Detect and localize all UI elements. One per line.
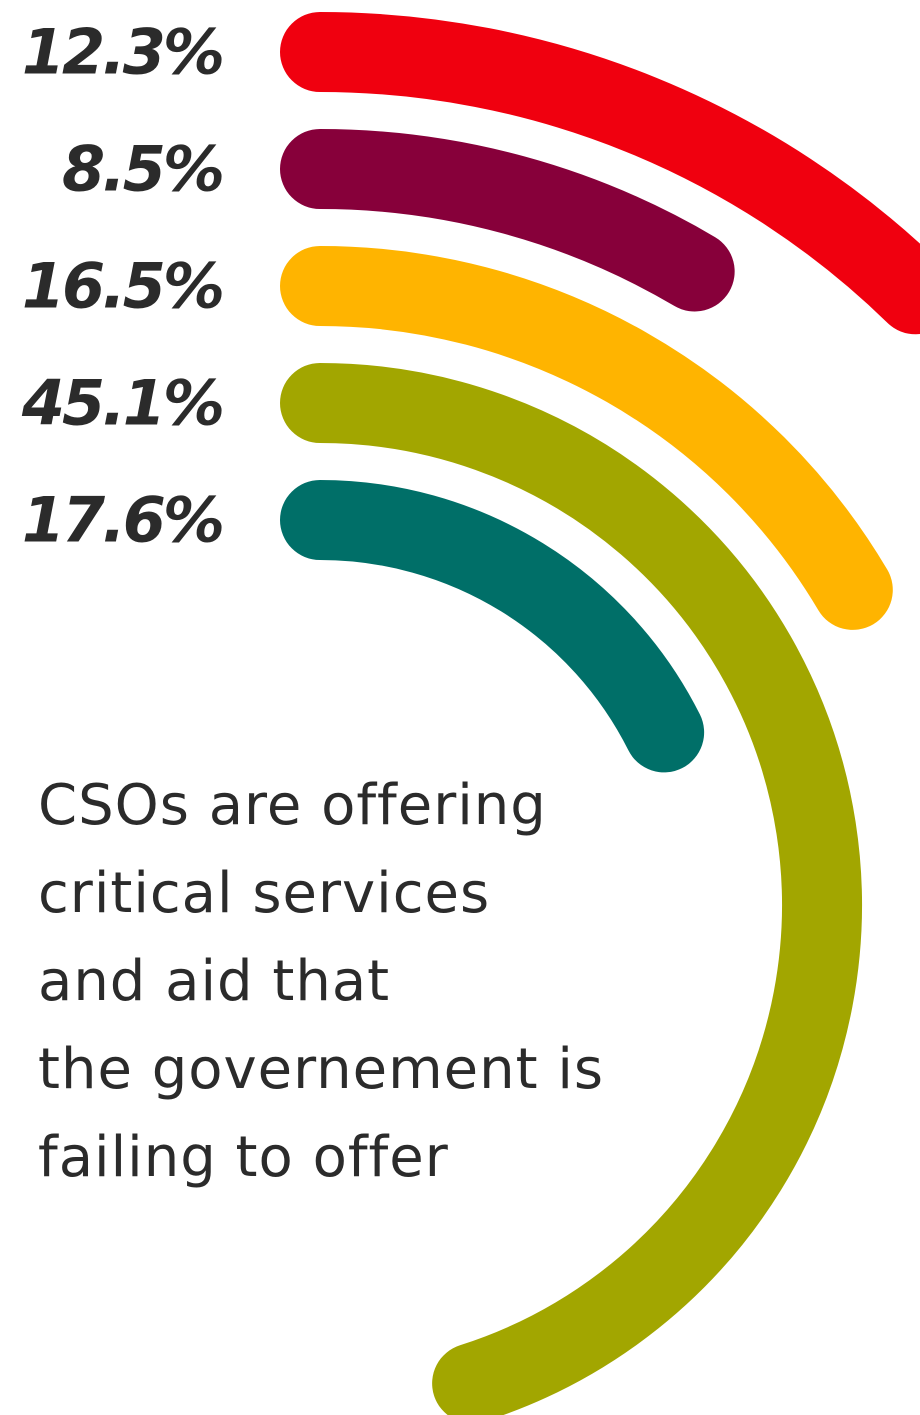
arc-bar	[280, 363, 862, 1415]
caption-line: critical services	[38, 861, 491, 926]
value-label: 17.6%	[22, 484, 222, 557]
caption-line: and aid that	[38, 949, 391, 1014]
arc-bar	[280, 480, 705, 773]
arc-bar	[280, 246, 893, 630]
caption-line: the governement is	[38, 1037, 605, 1102]
label-group: 12.3% 8.5% 16.5% 45.1% 17.6%	[21, 16, 225, 557]
caption: CSOs are offering critical services and …	[38, 762, 658, 1202]
arc-group	[280, 12, 920, 1415]
value-label: 45.1%	[21, 367, 222, 440]
value-label: 12.3%	[22, 16, 222, 89]
value-label: 16.5%	[22, 250, 222, 323]
caption-line: failing to offer	[38, 1125, 449, 1190]
arc-bar	[280, 129, 735, 312]
value-label: 8.5%	[62, 133, 222, 206]
caption-line: CSOs are offering	[38, 773, 547, 838]
arc-bar	[280, 12, 920, 335]
